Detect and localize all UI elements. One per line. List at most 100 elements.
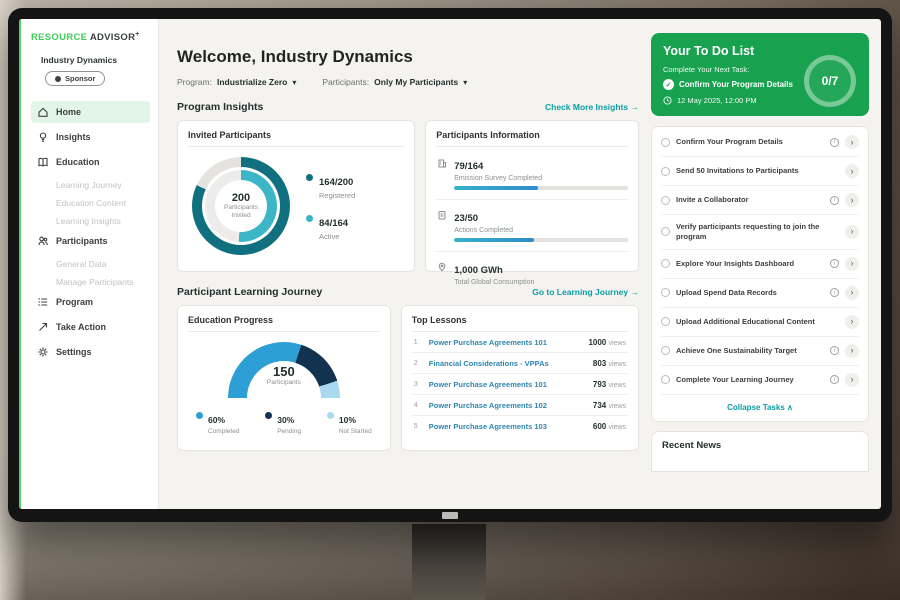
legend-item-completed: 60% Completed [196,410,239,435]
legend-item-active: 84/164 Active [306,213,355,241]
lesson-row[interactable]: 5 Power Purchase Agreements 103 600 view… [412,416,628,436]
legend-dot [306,173,313,181]
task-checkbox[interactable] [661,166,670,176]
task-label: Upload Additional Educational Content [676,316,815,326]
participants-filter-value[interactable]: Only My Participants [374,77,459,87]
task-checkbox[interactable] [661,317,670,326]
sidebar-item-insights[interactable]: Insights [31,126,150,148]
chevron-right-icon[interactable]: › [845,314,859,329]
lesson-rank: 3 [413,380,418,388]
task-checkbox[interactable] [661,259,670,268]
task-row[interactable]: Complete Your Learning Journey i › [661,366,859,395]
legend-dot [196,412,203,419]
legend-dot [326,412,334,419]
sidebar-item-manage-participants[interactable]: Manage Participants [31,273,150,291]
task-label: Complete Your Learning Journey [676,374,794,384]
sidebar-nav: Home Insights Education Learning Journey… [31,100,150,363]
arrow-right-icon: → [630,287,640,297]
go-to-learning-journey-link[interactable]: Go to Learning Journey → [532,287,639,297]
task-row[interactable]: Upload Additional Educational Content › [661,308,859,337]
sidebar-item-education-content[interactable]: Education Content [31,194,150,212]
chevron-right-icon[interactable]: › [845,164,859,178]
task-label: Invite a Collaborator [676,195,749,205]
task-row[interactable]: Upload Spend Data Records i › [661,279,859,308]
lesson-views: 1000 [588,337,607,347]
sidebar-item-participants[interactable]: Participants [31,230,150,252]
sidebar-item-general-data[interactable]: General Data [31,255,150,273]
education-progress-card: Education Progress 150 Participants 60% C… [177,305,391,451]
chevron-down-icon[interactable]: ▾ [463,77,468,87]
sponsor-badge-label: Sponsor [65,74,96,84]
task-checkbox[interactable] [661,288,670,297]
lesson-link[interactable]: Power Purchase Agreements 103 [428,421,547,431]
screen-edge-accent [19,19,21,509]
lesson-row[interactable]: 3 Power Purchase Agreements 101 793 view… [411,374,628,395]
lesson-row[interactable]: 4 Power Purchase Agreements 102 734 view… [411,395,628,416]
legend-percent: 10% [338,415,356,425]
program-insights-header: Program Insights Check More Insights → [177,101,639,113]
task-row[interactable]: Achieve One Sustainability Target i › [661,337,859,366]
sidebar-item-education[interactable]: Education [31,151,150,173]
lesson-link[interactable]: Power Purchase Agreements 101 [428,337,547,347]
sidebar-item-settings[interactable]: Settings [31,341,150,363]
invited-donut-chart: 200 Participants Invited [192,157,290,255]
chevron-right-icon[interactable]: › [845,256,859,271]
arrow-right-icon: → [630,102,640,112]
info-icon: i [830,346,839,355]
list-icon [37,296,49,308]
task-checkbox[interactable] [661,375,670,384]
todo-next-task[interactable]: ✓ Confirm Your Program Details [663,79,808,90]
sidebar-item-learning-journey[interactable]: Learning Journey [31,176,150,194]
chevron-down-icon[interactable]: ▾ [292,77,297,87]
invited-donut-inner-hole [215,180,267,232]
lesson-link[interactable]: Power Purchase Agreements 102 [428,400,547,410]
journey-cards-row: Education Progress 150 Participants 60% C… [177,305,639,451]
task-row[interactable]: Confirm Your Program Details i › [661,128,859,157]
collapse-tasks-link[interactable]: Collapse Tasks ∧ [661,395,859,420]
program-filter[interactable]: Program: Industrialize Zero ▾ [177,77,296,87]
participants-filter[interactable]: Participants: Only My Participants ▾ [322,77,467,87]
recent-news-card: Recent News [651,430,869,472]
chevron-right-icon[interactable]: › [845,285,859,300]
invited-donut-center: 200 Participants Invited [192,157,290,255]
task-row[interactable]: Send 50 Invitations to Participants › [661,157,859,186]
sidebar-item-take-action[interactable]: Take Action [31,316,150,338]
task-checkbox[interactable] [661,195,670,205]
lesson-row[interactable]: 2 Financial Considerations - VPPAs 803 v… [411,353,628,374]
lesson-row[interactable]: 1 Power Purchase Agreements 101 1000 vie… [411,332,628,353]
task-checkbox[interactable] [661,137,670,147]
people-icon [37,235,49,247]
monitor-logo [442,512,458,519]
legend-label: Pending [277,428,302,435]
sidebar-item-label: Program [56,296,94,307]
org-name: Industry Dynamics [41,55,118,66]
sidebar-subitem-label: Education Content [56,197,126,208]
actions-progress-bar [454,238,628,242]
check-more-insights-link[interactable]: Check More Insights → [545,102,639,112]
task-label: Verify participants requesting to join t… [676,222,820,241]
card-title: Top Lessons [411,315,628,332]
sidebar-item-learning-insights[interactable]: Learning Insights [31,212,150,230]
task-checkbox[interactable] [661,227,670,237]
education-gauge-chart: 150 Participants [227,342,340,398]
sidebar-item-home[interactable]: Home [31,100,150,123]
clipboard-icon [436,208,447,242]
program-filter-value[interactable]: Industrialize Zero [216,77,288,87]
lesson-views-suffix: views [608,423,626,431]
task-row[interactable]: Verify participants requesting to join t… [661,215,859,250]
stat-label: Total Global Consumption [454,279,535,286]
sidebar-item-program[interactable]: Program [31,291,150,313]
task-row[interactable]: Explore Your Insights Dashboard i › [661,250,859,279]
lesson-link[interactable]: Financial Considerations - VPPAs [428,358,549,368]
task-row[interactable]: Invite a Collaborator i › [661,186,859,215]
page-title: Welcome, Industry Dynamics [177,47,413,66]
chevron-right-icon[interactable]: › [845,224,859,239]
lesson-link[interactable]: Power Purchase Agreements 101 [428,379,547,389]
actions-progress-fill [454,238,535,242]
chevron-right-icon[interactable]: › [845,343,859,358]
chevron-right-icon[interactable]: › [845,135,859,149]
learning-journey-title: Participant Learning Journey [177,286,323,298]
chevron-right-icon[interactable]: › [845,372,859,387]
task-checkbox[interactable] [661,346,670,355]
chevron-right-icon[interactable]: › [845,193,859,207]
